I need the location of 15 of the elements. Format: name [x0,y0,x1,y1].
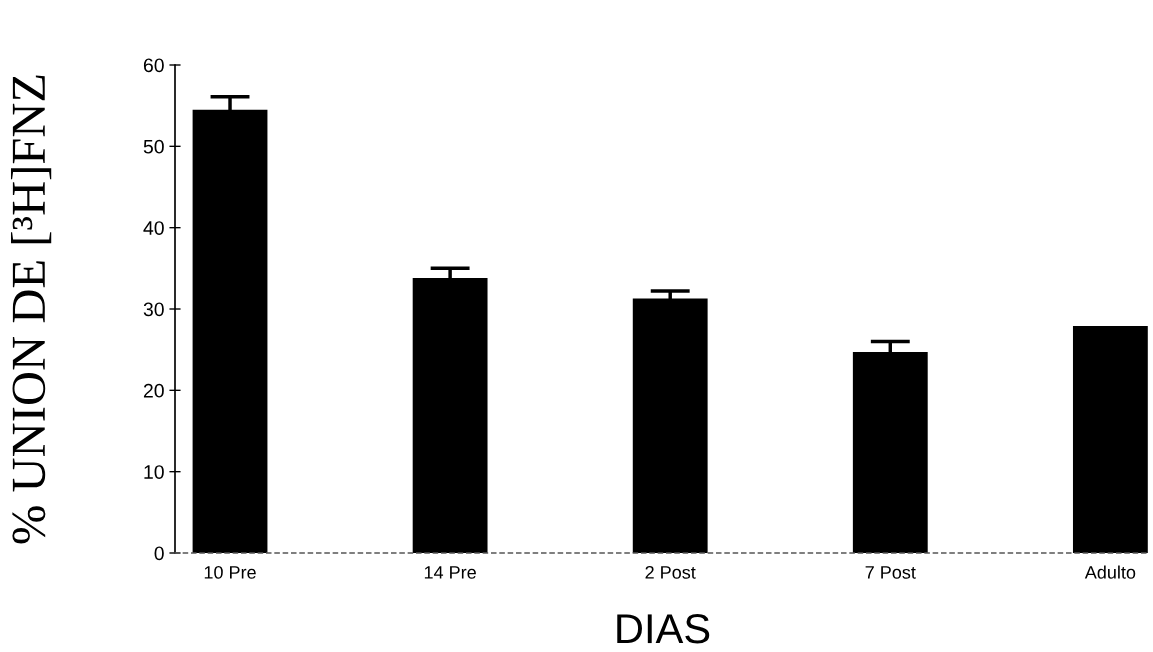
y-tick-label: 10 [144,465,164,479]
x-tick-label: 2 Post [645,565,696,579]
y-tick-label: 0 [154,546,164,561]
y-tick-label: 20 [143,383,164,398]
x-tick-label: 7 Post [865,566,916,579]
y-tick-label: 30 [143,302,164,317]
y-tick-label: 50 [143,139,164,154]
y-tick-label: 40 [143,221,164,235]
x-axis-title: DIAS [617,613,710,644]
y-axis-title: % UNION DE [³H]FNZ [10,75,52,544]
x-tick-label: 10 Pre [204,565,256,579]
bar [1072,326,1148,553]
y-tick-label: 60 [143,58,164,73]
x-tick-label: Adulto [1084,565,1136,579]
x-tick-label: 14 Pre [424,566,476,579]
